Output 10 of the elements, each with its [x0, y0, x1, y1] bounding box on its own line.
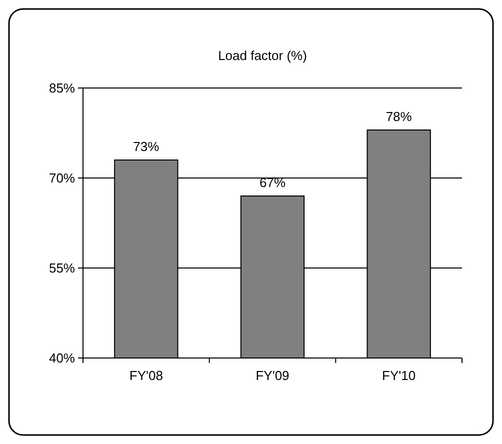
y-tick-label: 55% — [48, 260, 76, 276]
x-tick-label: FY'08 — [129, 368, 163, 383]
chart-title: Load factor (%) — [218, 48, 307, 63]
data-label: 73% — [133, 139, 160, 154]
x-tick-label: FY'10 — [382, 368, 416, 383]
data-label: 78% — [386, 109, 412, 124]
y-tick-label: 70% — [48, 170, 76, 186]
y-tick-label: 40% — [48, 350, 76, 366]
y-tick-label: 85% — [48, 80, 76, 96]
x-tick-label: FY'09 — [256, 368, 290, 383]
